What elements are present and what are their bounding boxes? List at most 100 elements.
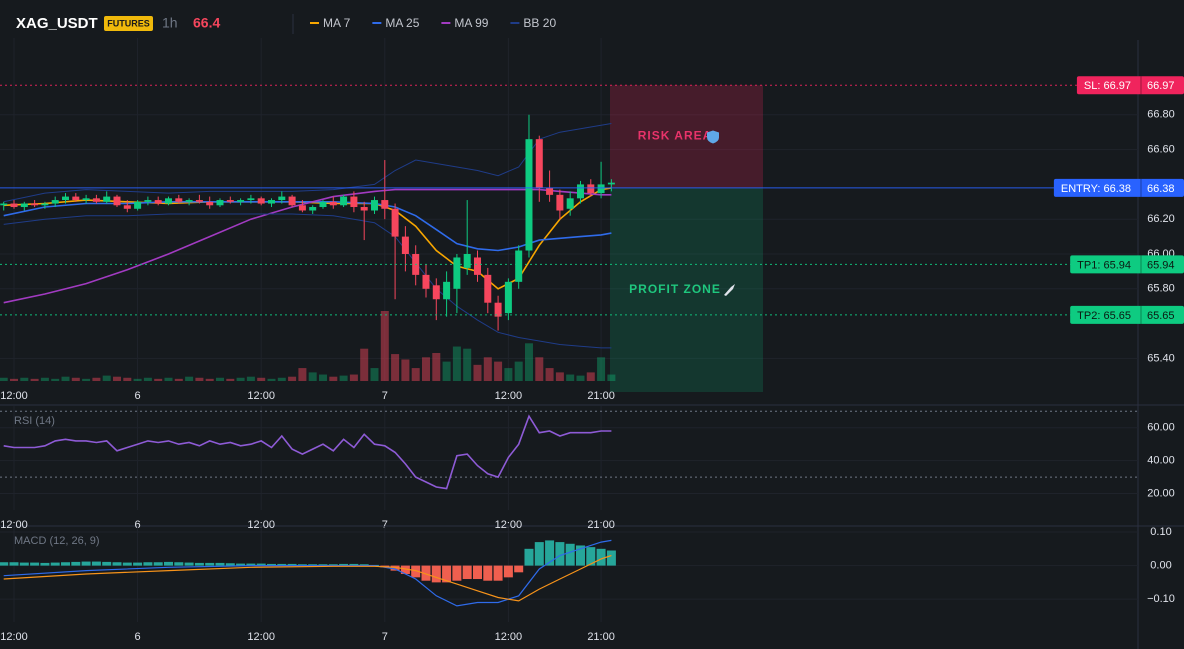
candle-body — [216, 200, 224, 206]
candle-body — [267, 200, 275, 204]
volume-bar — [82, 378, 91, 381]
volume-bar — [524, 343, 533, 381]
series-line — [3, 554, 612, 602]
histogram-bar — [297, 564, 307, 566]
volume-bar — [246, 376, 255, 381]
y-tick-label: −0.10 — [1147, 593, 1175, 605]
x-tick-label: 12:00 — [247, 631, 275, 643]
volume-bar — [267, 378, 276, 381]
pane-title: RSI (14) — [14, 415, 55, 427]
candle-body — [144, 200, 152, 202]
candle-body — [92, 198, 100, 202]
candle-body — [113, 196, 121, 206]
y-tick-label: 20.00 — [1147, 487, 1175, 499]
price-tag-value: 66.38 — [1147, 183, 1175, 195]
volume-bar — [61, 376, 70, 381]
candle-body — [185, 200, 193, 202]
volume-bar — [370, 368, 379, 381]
volume-bar — [411, 368, 420, 381]
histogram-bar — [164, 561, 174, 566]
risk-label: RISK AREA — [638, 129, 713, 143]
candle-body — [597, 184, 605, 194]
y-tick-label: 0.10 — [1150, 526, 1171, 538]
candle-body — [103, 196, 111, 202]
histogram-bar — [308, 564, 318, 566]
candle-body — [257, 198, 265, 204]
histogram-bar — [71, 561, 81, 566]
last-price: 66.4 — [193, 15, 220, 31]
histogram-bar — [256, 563, 266, 566]
candle-body — [278, 196, 286, 201]
histogram-bar — [81, 561, 91, 566]
x-tick-label: 21:00 — [587, 390, 615, 402]
profit-label: PROFIT ZONE — [629, 282, 721, 296]
rocket-icon — [724, 283, 735, 296]
histogram-bar — [493, 565, 503, 581]
candle-body — [62, 196, 70, 201]
volume-bar — [329, 376, 338, 381]
candle-body — [0, 203, 8, 206]
volume-bar — [236, 377, 245, 381]
histogram-bar — [61, 562, 71, 566]
y-tick-label: 66.60 — [1147, 144, 1175, 156]
candle-body — [340, 196, 348, 206]
volume-bar — [421, 357, 430, 381]
rsi-line — [3, 414, 612, 490]
volume-bar — [360, 348, 369, 381]
candle-body — [237, 200, 245, 202]
volume-bar — [164, 377, 173, 381]
volume-bar — [597, 357, 606, 381]
pane: 12:00 6 12:00 7 12:00 21:0065.4065.8066.0066.… — [0, 38, 1184, 402]
candle-body — [443, 281, 451, 300]
volume-bar — [195, 377, 204, 381]
x-tick-label: 6 — [135, 631, 141, 643]
candle-body — [535, 139, 543, 188]
badge-bg — [104, 16, 153, 31]
candle-body — [195, 200, 203, 202]
x-tick-label: 12:00 — [495, 390, 523, 402]
x-tick-label: 12:00 — [247, 519, 275, 531]
histogram-bar — [565, 543, 575, 566]
legend-label: BB 20 — [523, 16, 556, 30]
x-tick-label: 21:00 — [587, 631, 615, 643]
histogram-bar — [9, 562, 19, 566]
volume-bar — [102, 375, 111, 381]
candle-body — [401, 236, 409, 254]
volume-bar — [30, 378, 39, 381]
candle-body — [360, 207, 368, 211]
candle-body — [206, 201, 214, 206]
candle-body — [546, 187, 554, 195]
price-tag — [1070, 305, 1184, 324]
volume-bar — [494, 361, 503, 381]
volume-bar — [123, 377, 132, 381]
candle-body — [504, 281, 512, 314]
candle-body — [82, 198, 90, 201]
candle-body — [515, 250, 523, 282]
volume-bar — [40, 377, 49, 381]
histogram-bar — [112, 562, 122, 566]
histogram-bar — [462, 565, 472, 580]
volume-bar — [308, 372, 317, 381]
volume-bar — [298, 368, 307, 381]
candle-body — [51, 200, 59, 204]
candle-body — [288, 196, 296, 206]
pane: 12:00 6 12:00 7 12:00 21:00 −0.10 0.00 0.10 MACD … — [0, 526, 1175, 643]
histogram-bar — [225, 563, 235, 566]
volume-bar — [607, 374, 616, 381]
volume-bar — [215, 377, 224, 381]
volume-bar — [257, 377, 266, 381]
x-tick-label: 6 — [135, 390, 141, 402]
y-tick-label: 66.20 — [1147, 213, 1175, 225]
candle-body — [432, 285, 440, 300]
volume-bar — [586, 372, 595, 381]
volume-bar — [545, 368, 554, 381]
volume-bar — [71, 377, 80, 381]
candle-body — [525, 139, 533, 251]
price-tag-value: 65.65 — [1147, 310, 1175, 322]
candle-body — [123, 205, 131, 209]
histogram-bar — [503, 565, 513, 578]
candle-body — [298, 205, 306, 211]
volume-bar — [555, 372, 564, 381]
histogram-bar — [400, 565, 410, 574]
